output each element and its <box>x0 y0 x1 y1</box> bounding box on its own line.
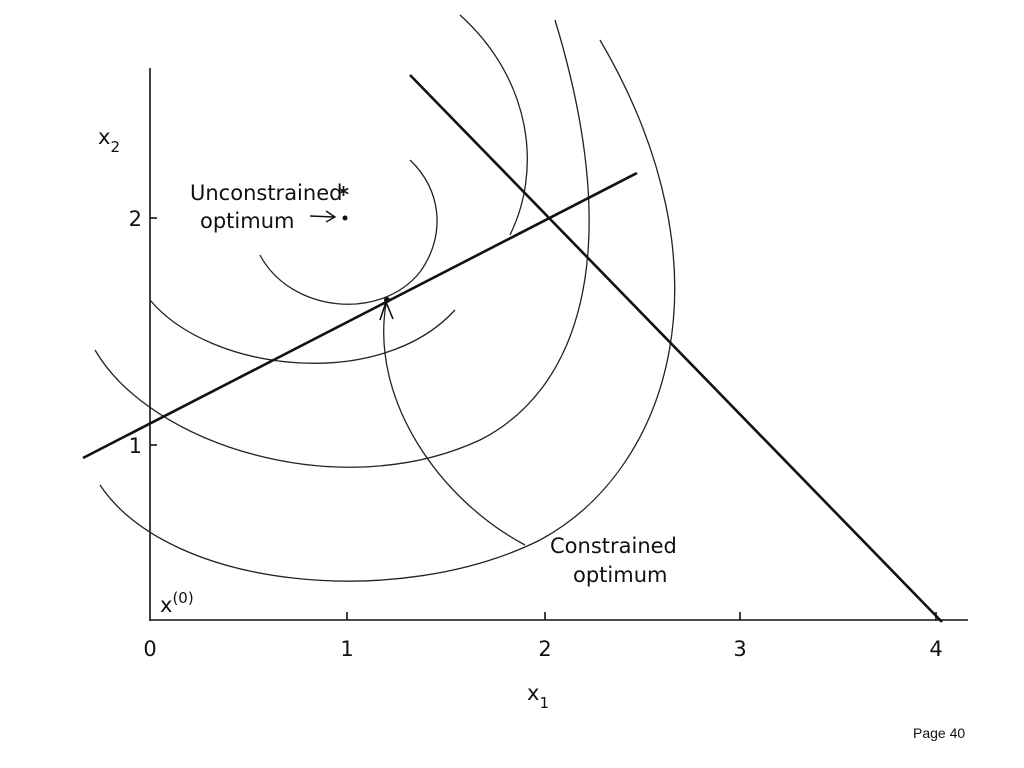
contours <box>94 14 676 582</box>
annotation-text: Unconstrained <box>190 181 342 205</box>
contour <box>259 159 438 305</box>
label-subscript: 1 <box>539 694 549 712</box>
contour <box>94 19 590 468</box>
constrained-point <box>384 297 390 303</box>
annotation-text: Constrained <box>550 534 677 558</box>
unconstrained-point <box>342 215 348 221</box>
label-text: x <box>527 681 539 705</box>
tick-marks <box>150 217 937 620</box>
x-tick-label: 4 <box>929 637 942 661</box>
label-text: x <box>160 593 172 617</box>
x-tick-label: 1 <box>340 637 353 661</box>
pointer-arrow <box>383 303 526 546</box>
y-axis-label: x2 <box>98 125 120 156</box>
annotation-marker: * <box>338 183 349 207</box>
constraint-line <box>82 171 638 460</box>
x-tick-label: 3 <box>733 637 746 661</box>
arrowhead <box>379 301 394 321</box>
y-tick-label: 1 <box>129 434 142 458</box>
contour <box>459 14 528 236</box>
annotation-text: optimum <box>200 209 294 233</box>
label-superscript: (0) <box>172 589 193 607</box>
y-tick-label: 2 <box>129 207 142 231</box>
start-point-label: x(0) <box>160 589 194 617</box>
contour <box>99 39 676 582</box>
annotation-text: optimum <box>573 563 667 587</box>
x-tick-label: 0 <box>143 637 156 661</box>
x-axis-label: x1 <box>527 681 549 712</box>
page-number: Page 40 <box>913 725 965 741</box>
pointer-arrow <box>309 210 337 223</box>
x-tick-label: 2 <box>538 637 551 661</box>
contour <box>149 299 456 364</box>
label-text: x <box>98 125 110 149</box>
label-subscript: 2 <box>110 138 120 156</box>
constraint-line <box>409 74 943 623</box>
